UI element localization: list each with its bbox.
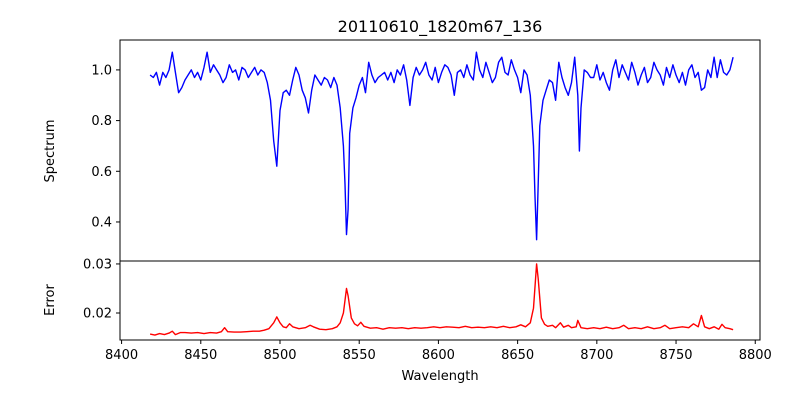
y-tick-label: 0.03: [83, 257, 112, 272]
y-tick-label: 0.4: [91, 215, 112, 230]
bottom-y-axis-label: Error: [43, 284, 58, 316]
x-tick-label: 8500: [263, 348, 296, 363]
y-tick-label: 0.02: [83, 307, 112, 322]
bottom-panel-frame: [119, 260, 761, 341]
y-tick-label: 0.6: [91, 165, 112, 180]
x-tick-label: 8650: [501, 348, 534, 363]
top-y-axis-label: Spectrum: [43, 120, 58, 183]
x-tick-label: 8450: [184, 348, 217, 363]
x-tick-label: 8800: [739, 348, 772, 363]
y-tick-label: 0.8: [91, 114, 112, 129]
x-tick-label: 8600: [422, 348, 455, 363]
x-tick-label: 8400: [105, 348, 138, 363]
spectrum-line: [149, 51, 734, 241]
x-tick-label: 8550: [343, 348, 376, 363]
x-tick-label: 8700: [580, 348, 613, 363]
x-axis-label: Wavelength: [401, 369, 478, 384]
x-tick-label: 8750: [659, 348, 692, 363]
y-tick-label: 1.0: [91, 63, 112, 78]
top-panel-frame: [119, 39, 761, 262]
error-line: [149, 263, 734, 336]
chart-title: 20110610_1820m67_136: [338, 17, 543, 37]
